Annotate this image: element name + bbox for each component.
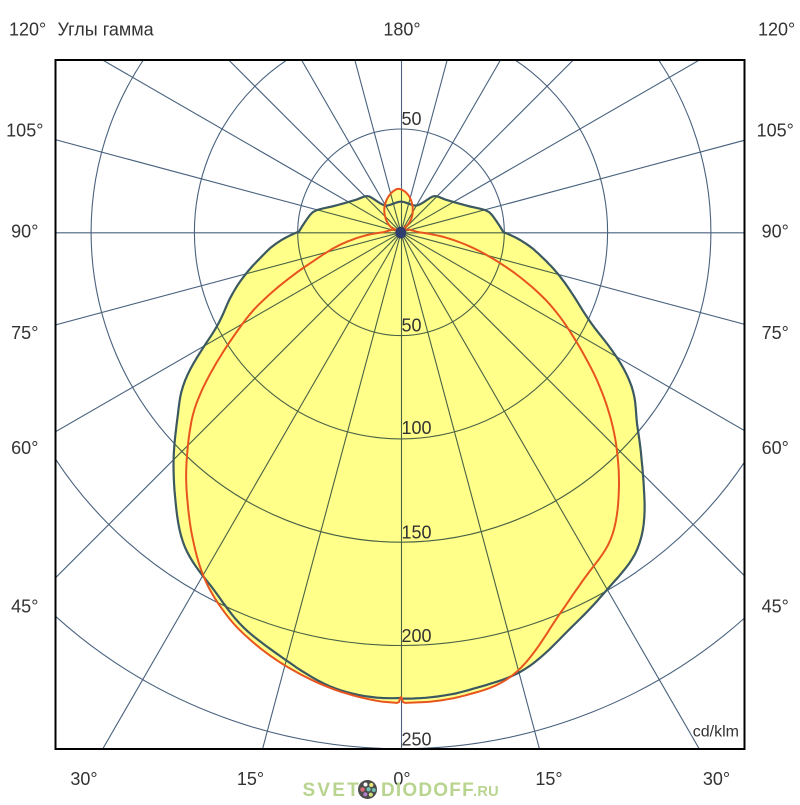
- svg-text:.RU: .RU: [473, 784, 499, 800]
- svg-text:15°: 15°: [535, 769, 562, 789]
- svg-text:45°: 45°: [11, 596, 38, 616]
- svg-text:DIODOFF: DIODOFF: [381, 780, 475, 800]
- svg-text:120°: 120°: [9, 20, 46, 40]
- svg-text:90°: 90°: [762, 222, 789, 242]
- svg-text:50: 50: [402, 109, 422, 129]
- svg-text:50: 50: [402, 316, 422, 336]
- svg-text:SVET: SVET: [303, 780, 361, 800]
- svg-text:90°: 90°: [11, 222, 38, 242]
- svg-text:30°: 30°: [70, 769, 97, 789]
- svg-text:200: 200: [402, 626, 432, 646]
- svg-text:75°: 75°: [11, 323, 38, 343]
- svg-text:105°: 105°: [757, 120, 794, 140]
- svg-text:15°: 15°: [237, 769, 264, 789]
- svg-text:30°: 30°: [703, 769, 730, 789]
- svg-text:120°: 120°: [758, 20, 795, 40]
- svg-text:75°: 75°: [762, 323, 789, 343]
- svg-text:Углы гамма: Углы гамма: [58, 20, 155, 40]
- svg-text:60°: 60°: [11, 438, 38, 458]
- svg-text:60°: 60°: [762, 438, 789, 458]
- svg-text:100: 100: [402, 418, 432, 438]
- svg-text:105°: 105°: [6, 120, 43, 140]
- svg-text:250: 250: [402, 729, 432, 749]
- svg-text:180°: 180°: [383, 20, 420, 40]
- svg-text:150: 150: [402, 523, 432, 543]
- svg-text:cd/klm: cd/klm: [693, 724, 739, 741]
- svg-text:0°: 0°: [393, 769, 410, 789]
- svg-text:45°: 45°: [762, 596, 789, 616]
